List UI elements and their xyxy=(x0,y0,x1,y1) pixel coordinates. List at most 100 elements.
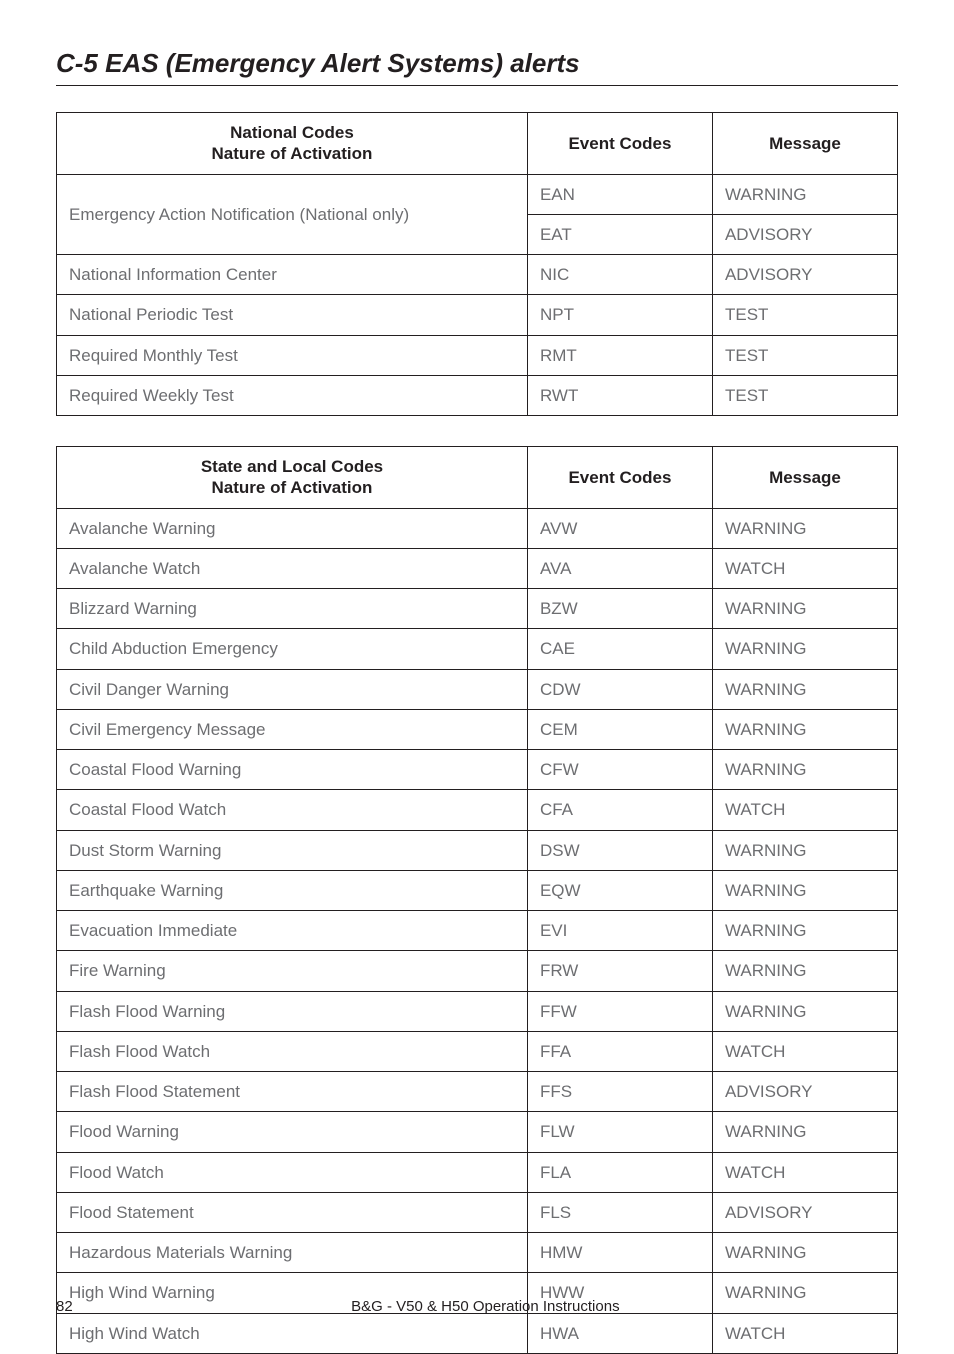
table-row: Blizzard WarningBZWWARNING xyxy=(57,589,898,629)
col-header-nature-line1: National Codes xyxy=(230,123,354,142)
cell-msg: WARNING xyxy=(712,991,897,1031)
cell-code: CFW xyxy=(527,750,712,790)
table-row: Emergency Action Notification (National … xyxy=(57,174,898,214)
cell-code: HWA xyxy=(527,1313,712,1353)
table-row: Civil Danger WarningCDWWARNING xyxy=(57,669,898,709)
cell-code: NPT xyxy=(527,295,712,335)
cell-code: FLW xyxy=(527,1112,712,1152)
cell-nature: Flash Flood Watch xyxy=(57,1031,528,1071)
col-header-code: Event Codes xyxy=(527,447,712,509)
table-row: Dust Storm WarningDSWWARNING xyxy=(57,830,898,870)
cell-nature: Avalanche Watch xyxy=(57,548,528,588)
cell-code: NIC xyxy=(527,255,712,295)
cell-msg: WATCH xyxy=(712,1152,897,1192)
col-header-msg: Message xyxy=(712,447,897,509)
cell-code: FFW xyxy=(527,991,712,1031)
table-row: National Information CenterNICADVISORY xyxy=(57,255,898,295)
cell-nature: Earthquake Warning xyxy=(57,870,528,910)
cell-code: CFA xyxy=(527,790,712,830)
cell-nature: Flood Watch xyxy=(57,1152,528,1192)
table-row: Required Monthly TestRMTTEST xyxy=(57,335,898,375)
cell-nature: Blizzard Warning xyxy=(57,589,528,629)
title-rule xyxy=(56,85,898,86)
cell-code: DSW xyxy=(527,830,712,870)
cell-nature: Required Weekly Test xyxy=(57,375,528,415)
cell-msg: WARNING xyxy=(712,174,897,214)
cell-nature: Flash Flood Warning xyxy=(57,991,528,1031)
cell-code: FFA xyxy=(527,1031,712,1071)
cell-msg: WARNING xyxy=(712,629,897,669)
table-row: Flood WarningFLWWARNING xyxy=(57,1112,898,1152)
page-number: 82 xyxy=(56,1298,73,1315)
table-row: Required Weekly TestRWTTEST xyxy=(57,375,898,415)
cell-code: EAT xyxy=(527,214,712,254)
cell-code: AVA xyxy=(527,548,712,588)
cell-nature: Flood Statement xyxy=(57,1192,528,1232)
cell-msg: ADVISORY xyxy=(712,1072,897,1112)
cell-code: EAN xyxy=(527,174,712,214)
cell-nature: Coastal Flood Warning xyxy=(57,750,528,790)
table-row: Flood WatchFLAWATCH xyxy=(57,1152,898,1192)
cell-msg: WARNING xyxy=(712,1112,897,1152)
cell-msg: ADVISORY xyxy=(712,255,897,295)
page-footer: 82 B&G - V50 & H50 Operation Instruction… xyxy=(56,1298,898,1315)
table-row: Evacuation ImmediateEVIWARNING xyxy=(57,911,898,951)
cell-nature: National Periodic Test xyxy=(57,295,528,335)
cell-code: AVW xyxy=(527,508,712,548)
page: C-5 EAS (Emergency Alert Systems) alerts… xyxy=(0,0,954,1347)
cell-nature: Required Monthly Test xyxy=(57,335,528,375)
table-row: Flash Flood StatementFFSADVISORY xyxy=(57,1072,898,1112)
cell-code: EQW xyxy=(527,870,712,910)
cell-msg: WATCH xyxy=(712,1313,897,1353)
table-header-row: National Codes Nature of Activation Even… xyxy=(57,113,898,175)
table-row: Fire WarningFRWWARNING xyxy=(57,951,898,991)
col-header-nature: State and Local Codes Nature of Activati… xyxy=(57,447,528,509)
col-header-nature-line2: Nature of Activation xyxy=(69,477,515,498)
table-row: National Periodic TestNPTTEST xyxy=(57,295,898,335)
cell-nature: Emergency Action Notification (National … xyxy=(57,174,528,255)
col-header-nature-line1: State and Local Codes xyxy=(201,457,383,476)
cell-code: FRW xyxy=(527,951,712,991)
cell-msg: WARNING xyxy=(712,830,897,870)
table-row: Flood StatementFLSADVISORY xyxy=(57,1192,898,1232)
cell-code: CDW xyxy=(527,669,712,709)
cell-nature: Flood Warning xyxy=(57,1112,528,1152)
table-row: Child Abduction EmergencyCAEWARNING xyxy=(57,629,898,669)
state-local-codes-table: State and Local Codes Nature of Activati… xyxy=(56,446,898,1354)
cell-msg: WARNING xyxy=(712,750,897,790)
table-row: Flash Flood WatchFFAWATCH xyxy=(57,1031,898,1071)
cell-nature: Hazardous Materials Warning xyxy=(57,1233,528,1273)
cell-msg: WARNING xyxy=(712,951,897,991)
cell-nature: National Information Center xyxy=(57,255,528,295)
cell-code: FLA xyxy=(527,1152,712,1192)
footer-doc-title: B&G - V50 & H50 Operation Instructions xyxy=(56,1298,898,1315)
col-header-nature-line2: Nature of Activation xyxy=(69,143,515,164)
cell-msg: WATCH xyxy=(712,790,897,830)
col-header-msg: Message xyxy=(712,113,897,175)
table-row: Flash Flood WarningFFWWARNING xyxy=(57,991,898,1031)
table-row: Earthquake WarningEQWWARNING xyxy=(57,870,898,910)
table-row: Civil Emergency MessageCEMWARNING xyxy=(57,709,898,749)
page-title: C-5 EAS (Emergency Alert Systems) alerts xyxy=(56,48,898,79)
table-row: Avalanche WarningAVWWARNING xyxy=(57,508,898,548)
table-row: Coastal Flood WarningCFWWARNING xyxy=(57,750,898,790)
national-codes-table: National Codes Nature of Activation Even… xyxy=(56,112,898,416)
cell-msg: WARNING xyxy=(712,508,897,548)
cell-msg: TEST xyxy=(712,295,897,335)
cell-code: CEM xyxy=(527,709,712,749)
table-row: Coastal Flood WatchCFAWATCH xyxy=(57,790,898,830)
cell-msg: ADVISORY xyxy=(712,214,897,254)
cell-msg: WARNING xyxy=(712,669,897,709)
cell-code: FLS xyxy=(527,1192,712,1232)
cell-nature: Dust Storm Warning xyxy=(57,830,528,870)
cell-code: RMT xyxy=(527,335,712,375)
cell-msg: ADVISORY xyxy=(712,1192,897,1232)
cell-nature: Civil Danger Warning xyxy=(57,669,528,709)
cell-nature: Civil Emergency Message xyxy=(57,709,528,749)
table-row: Avalanche WatchAVAWATCH xyxy=(57,548,898,588)
cell-code: FFS xyxy=(527,1072,712,1112)
cell-msg: TEST xyxy=(712,335,897,375)
cell-nature: Coastal Flood Watch xyxy=(57,790,528,830)
cell-msg: WARNING xyxy=(712,589,897,629)
table-row: Hazardous Materials WarningHMWWARNING xyxy=(57,1233,898,1273)
